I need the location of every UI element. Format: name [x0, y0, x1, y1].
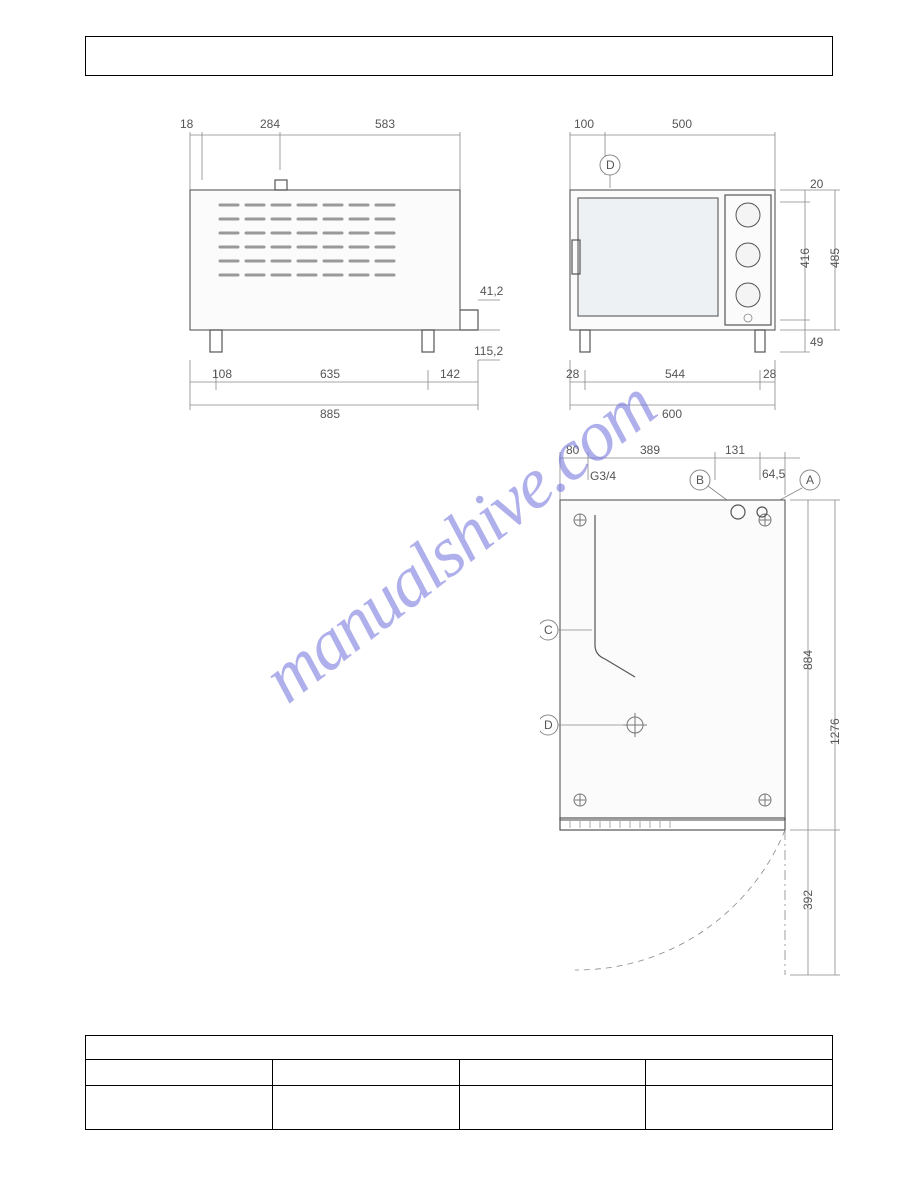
dim-front-bot-b: 544	[665, 367, 685, 381]
label-a: A	[806, 473, 814, 487]
dim-front-bot-c: 28	[763, 367, 777, 381]
footer-header	[86, 1036, 833, 1060]
label-c: C	[544, 623, 553, 637]
dim-side-bot-a: 108	[212, 367, 232, 381]
dim-top-right-b: 392	[801, 890, 815, 910]
label-d-callout: D	[606, 158, 615, 172]
dim-top-right-total: 1276	[828, 718, 842, 745]
dim-side-bot-total: 885	[320, 407, 340, 421]
dim-front-right-outer: 485	[828, 248, 842, 268]
dim-side-top-c: 583	[375, 117, 395, 131]
dim-top-a: 80	[566, 443, 580, 457]
dim-front-top-a: 100	[574, 117, 594, 131]
footer-cell-1	[86, 1060, 273, 1086]
dim-side-top-a: 18	[180, 117, 194, 131]
dim-top-c: 131	[725, 443, 745, 457]
label-d: D	[544, 718, 553, 732]
footer-cell-7	[459, 1086, 646, 1130]
dim-front-top-b: 500	[672, 117, 692, 131]
dim-front-right-b: 416	[798, 248, 812, 268]
conn-label: G3/4	[590, 469, 616, 483]
top-view: 80 389 131 64,5 G3/4 B A	[540, 440, 870, 1000]
technical-diagram: 18 284 583	[160, 110, 850, 990]
footer-cell-5	[86, 1086, 273, 1130]
dim-side-right-a: 41,2	[480, 284, 504, 298]
side-view: 18 284 583	[160, 110, 520, 440]
dim-top-right-a: 884	[801, 650, 815, 670]
dim-front-right-a: 20	[810, 177, 824, 191]
footer-cell-8	[646, 1086, 833, 1130]
footer-cell-6	[272, 1086, 459, 1130]
dim-side-top-b: 284	[260, 117, 280, 131]
footer-cell-2	[272, 1060, 459, 1086]
dim-front-bot-a: 28	[566, 367, 580, 381]
dim-side-right-b: 115,2	[474, 344, 503, 358]
footer-cell-3	[459, 1060, 646, 1086]
dim-front-bot-total: 600	[662, 407, 682, 421]
dim-top-d: 64,5	[762, 467, 786, 481]
footer-cell-4	[646, 1060, 833, 1086]
dim-side-bot-b: 635	[320, 367, 340, 381]
title-box	[85, 36, 833, 76]
dim-front-right-c: 49	[810, 335, 824, 349]
front-view: 100 500 D	[550, 110, 870, 440]
footer-table	[85, 1035, 833, 1130]
dim-top-b: 389	[640, 443, 660, 457]
dim-side-bot-c: 142	[440, 367, 460, 381]
label-b: B	[696, 473, 704, 487]
